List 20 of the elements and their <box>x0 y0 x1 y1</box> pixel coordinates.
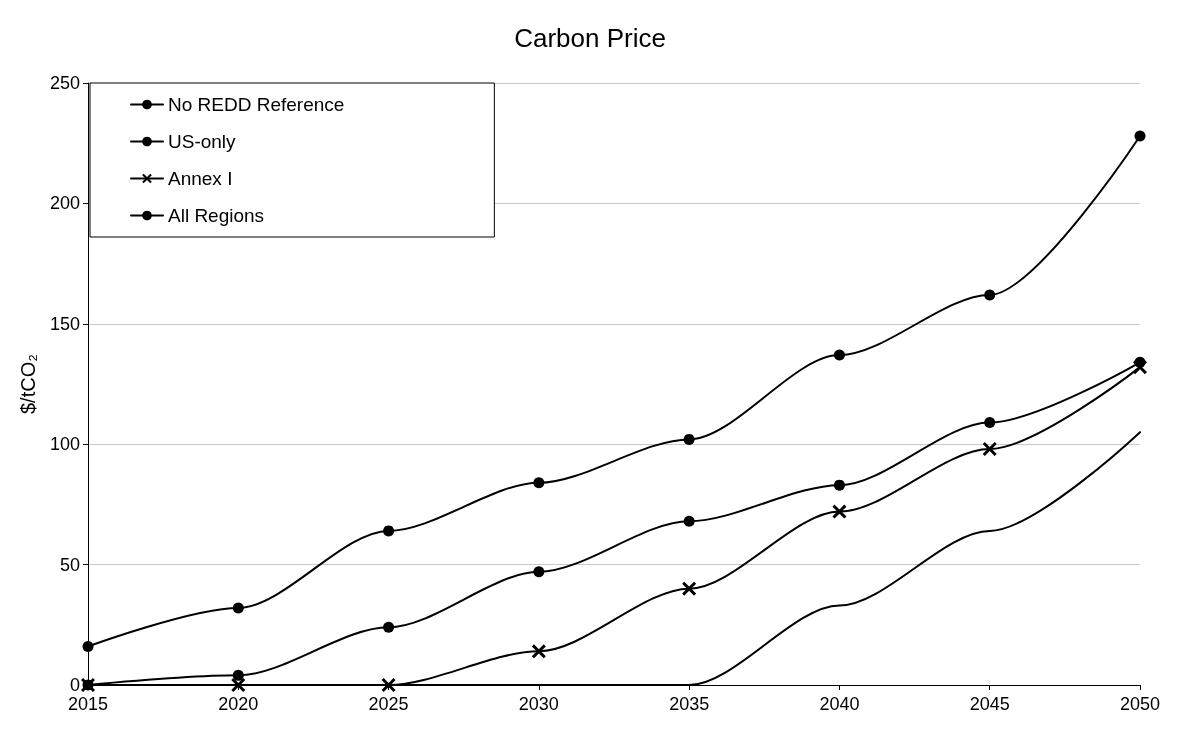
x-tick-label: 2020 <box>218 694 259 714</box>
y-tick-label: 200 <box>49 193 80 214</box>
legend-label: All Regions <box>168 205 265 226</box>
y-tick-label: 0 <box>69 675 80 695</box>
x-tick-label: 2050 <box>1119 694 1161 714</box>
legend-label: Annex I <box>168 168 233 189</box>
y-tick-label: 50 <box>59 554 80 575</box>
chart-title: Carbon Price <box>514 23 666 53</box>
x-tick-label: 2015 <box>67 694 109 714</box>
x-tick-label: 2025 <box>368 694 409 714</box>
x-tick-label: 2035 <box>669 694 710 714</box>
y-tick-label: 250 <box>49 73 80 93</box>
y-tick-label: 150 <box>49 313 80 334</box>
x-tick-label: 2030 <box>518 694 559 714</box>
legend-label: US-only <box>168 131 237 152</box>
y-tick-label: 100 <box>49 434 80 455</box>
legend-label: No REDD Reference <box>168 94 345 115</box>
y-axis-title: $/tCO₂ <box>17 354 39 414</box>
x-tick-label: 2040 <box>819 694 860 714</box>
x-tick-label: 2045 <box>969 694 1010 714</box>
